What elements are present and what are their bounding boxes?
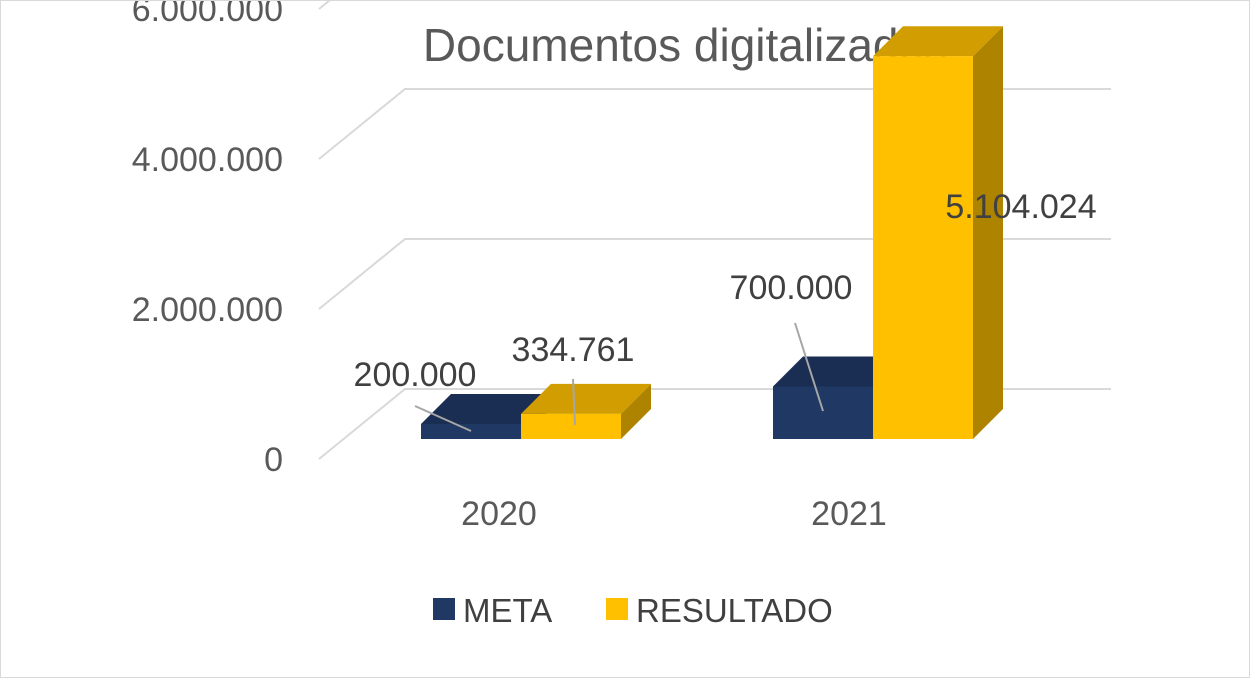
y-tick-label: 2.000.000 <box>132 291 283 329</box>
bar-resultado-2020 <box>521 383 651 439</box>
legend-label: RESULTADO <box>636 592 833 629</box>
bar-resultado-2021 <box>873 26 1003 439</box>
data-label: 700.000 <box>730 269 853 307</box>
y-tick-label: 6.000.000 <box>132 1 283 29</box>
data-label: 200.000 <box>354 356 477 394</box>
y-axis-ticks: 0 2.000.000 4.000.000 6.000.000 <box>132 1 283 479</box>
y-tick-label: 4.000.000 <box>132 141 283 179</box>
bar-front-face <box>521 413 621 439</box>
bar-front-face <box>773 386 873 439</box>
x-category-label: 2021 <box>811 495 887 533</box>
bar-front-face <box>873 56 973 439</box>
bar-top-face <box>421 394 551 424</box>
bar-top-face <box>773 356 903 387</box>
legend-swatch <box>606 598 628 620</box>
legend-item-meta: META <box>433 592 552 629</box>
data-label: 5.104.024 <box>945 188 1096 226</box>
bar-front-face <box>421 424 521 439</box>
y-tick-label: 0 <box>264 441 283 479</box>
bar-side-face <box>973 26 1003 439</box>
x-axis-categories: 2020 2021 <box>461 495 887 533</box>
bar-top-face <box>873 26 1003 57</box>
leader-line <box>794 322 824 412</box>
x-category-label: 2020 <box>461 495 537 533</box>
legend-item-resultado: RESULTADO <box>606 592 833 629</box>
leader-line <box>572 378 576 426</box>
bar-side-face <box>621 383 651 439</box>
legend-label: META <box>463 592 552 629</box>
legend-swatch <box>433 598 455 620</box>
bar-top-face <box>521 383 651 414</box>
leader-line <box>414 405 472 432</box>
chart-title: Documentos digitalizados <box>423 19 947 71</box>
legend: META RESULTADO <box>433 592 833 629</box>
data-label: 334.761 <box>512 331 635 369</box>
data-labels: 200.000 334.761 700.000 5.104.024 <box>354 188 1097 432</box>
bars <box>421 26 1003 439</box>
gridline <box>318 1 331 10</box>
